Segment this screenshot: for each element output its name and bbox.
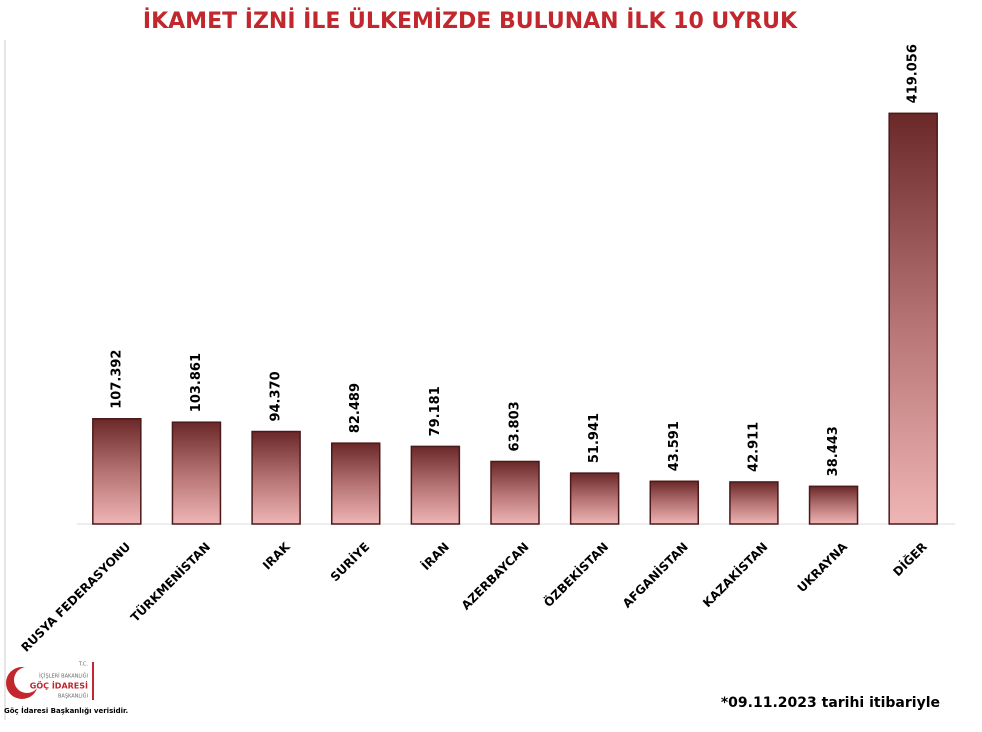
logo-text: T.C. <box>78 662 89 668</box>
x-tick-label: AFGANİSTAN <box>619 539 691 611</box>
bar <box>410 445 461 525</box>
value-label: 51.941 <box>587 413 602 463</box>
logo-mark-cut <box>14 667 40 693</box>
bar <box>729 481 779 525</box>
value-label: 82.489 <box>348 383 363 433</box>
value-label: 43.591 <box>667 421 682 471</box>
value-label: 38.443 <box>826 426 841 476</box>
bar <box>888 112 938 525</box>
value-label: 42.911 <box>746 422 761 472</box>
x-tick-label: RUSYA FEDERASYONU <box>18 540 133 655</box>
value-label: 419.056 <box>906 44 921 103</box>
value-label: 63.803 <box>508 401 523 451</box>
bar <box>569 472 620 525</box>
bar <box>92 418 142 525</box>
bar <box>330 442 381 525</box>
value-label: 94.370 <box>269 371 284 421</box>
bar <box>251 430 301 525</box>
bar <box>808 485 859 525</box>
logo-text: İÇİŞLERİ BAKANLIĞI <box>39 673 88 680</box>
chart-title: İKAMET İZNİ İLE ÜLKEMİZDE BULUNAN İLK 10… <box>143 8 798 34</box>
x-tick-label: UKRAYNA <box>795 539 851 595</box>
logo-text: BAŞKANLIĞI <box>58 693 88 700</box>
x-tick-label: IRAK <box>260 539 293 572</box>
value-label: 103.861 <box>189 353 204 412</box>
bar <box>490 460 540 525</box>
value-label: 107.392 <box>109 350 124 409</box>
bar <box>649 480 700 525</box>
bar <box>171 421 222 525</box>
x-tick-label: KAZAKİSTAN <box>699 539 770 610</box>
x-tick-label: SURİYE <box>327 539 372 584</box>
x-tick-label: ÖZBEKİSTAN <box>540 539 611 610</box>
footnote: *09.11.2023 tarihi itibariyle <box>721 695 940 711</box>
x-tick-label: İRAN <box>418 539 452 573</box>
x-tick-label: DİĞER <box>890 539 930 579</box>
source: Göç İdaresi Başkanlığı verisidir. <box>4 706 128 715</box>
value-label: 79.181 <box>428 386 443 436</box>
x-tick-label: AZERBAYCAN <box>459 540 532 613</box>
x-tick-label: TÜRKMENİSTAN <box>127 539 213 625</box>
logo-text: GÖÇ İDARESİ <box>30 681 88 691</box>
